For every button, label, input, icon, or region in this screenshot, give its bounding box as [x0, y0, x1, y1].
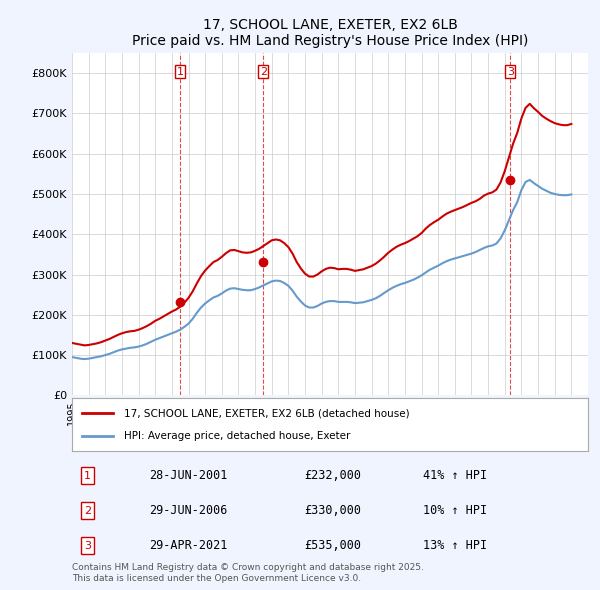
Text: £535,000: £535,000 [304, 539, 361, 552]
Text: 28-JUN-2001: 28-JUN-2001 [149, 469, 228, 482]
Text: 3: 3 [507, 67, 514, 77]
Text: 41% ↑ HPI: 41% ↑ HPI [423, 469, 487, 482]
Text: 2: 2 [260, 67, 267, 77]
Text: HPI: Average price, detached house, Exeter: HPI: Average price, detached house, Exet… [124, 431, 350, 441]
Text: £330,000: £330,000 [304, 504, 361, 517]
Text: 1: 1 [176, 67, 184, 77]
Text: 2: 2 [84, 506, 91, 516]
Text: 29-JUN-2006: 29-JUN-2006 [149, 504, 228, 517]
Text: Contains HM Land Registry data © Crown copyright and database right 2025.
This d: Contains HM Land Registry data © Crown c… [72, 563, 424, 583]
Text: 17, SCHOOL LANE, EXETER, EX2 6LB (detached house): 17, SCHOOL LANE, EXETER, EX2 6LB (detach… [124, 408, 409, 418]
Text: 1: 1 [84, 471, 91, 480]
Text: £232,000: £232,000 [304, 469, 361, 482]
Title: 17, SCHOOL LANE, EXETER, EX2 6LB
Price paid vs. HM Land Registry's House Price I: 17, SCHOOL LANE, EXETER, EX2 6LB Price p… [132, 18, 528, 48]
Text: 13% ↑ HPI: 13% ↑ HPI [423, 539, 487, 552]
Text: 29-APR-2021: 29-APR-2021 [149, 539, 228, 552]
Text: 10% ↑ HPI: 10% ↑ HPI [423, 504, 487, 517]
Text: 3: 3 [84, 540, 91, 550]
